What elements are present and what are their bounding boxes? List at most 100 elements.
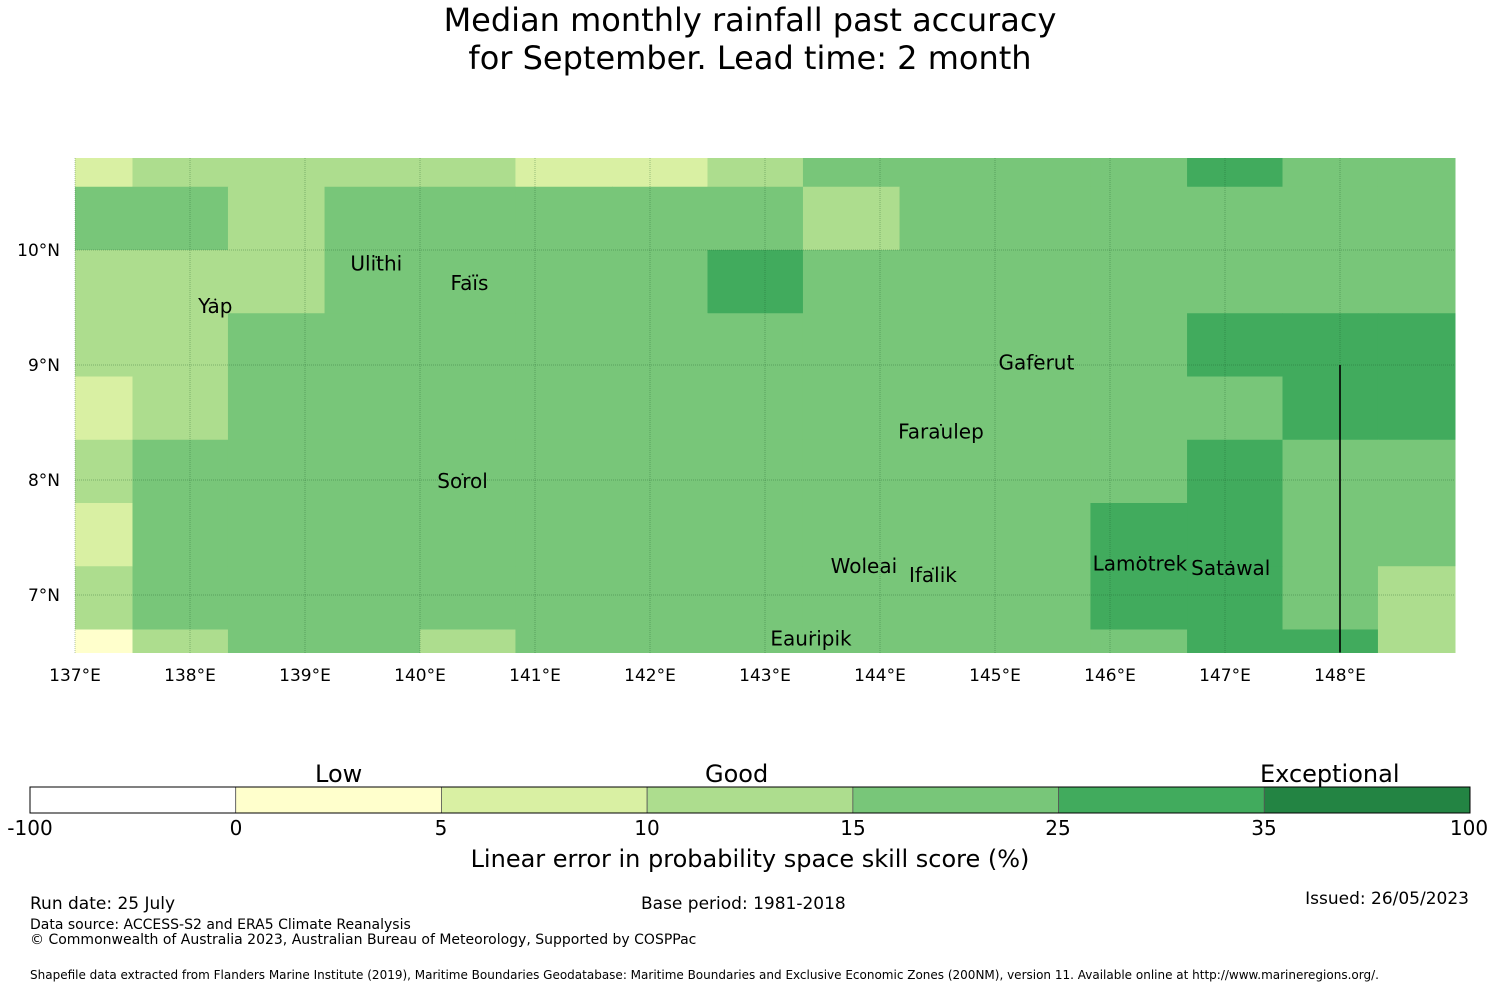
skill-cell (75, 158, 133, 188)
skill-cell (227, 566, 326, 630)
x-tick-label: 137°E (49, 666, 101, 686)
island-marker (1229, 560, 1232, 563)
skill-cell (227, 376, 326, 441)
skill-cell (132, 313, 229, 377)
skill-cell (1377, 376, 1456, 441)
island-marker (468, 275, 471, 278)
island-marker (461, 473, 464, 476)
skill-cell (1187, 186, 1283, 251)
skill-cell (515, 439, 613, 504)
skill-cell (1377, 250, 1456, 314)
skill-cell (132, 250, 229, 314)
skill-cell (227, 186, 326, 251)
skill-cell (420, 313, 516, 377)
skill-cell (1090, 503, 1188, 567)
skill-cell (899, 250, 996, 314)
colorbar-axis-label: Linear error in probability space skill … (470, 845, 1030, 873)
skill-cell (707, 158, 804, 188)
skill-cell (1187, 503, 1283, 567)
colorbar-swatch (29, 786, 237, 814)
skill-cell (1282, 376, 1379, 441)
skill-cell (420, 566, 516, 630)
island-label: Ulithi (350, 251, 402, 275)
skill-cell (324, 186, 421, 251)
x-tick-label: 144°E (854, 666, 906, 686)
skill-cell (707, 186, 804, 251)
colorbar-tick-label: 0 (229, 816, 243, 840)
skill-cell (1282, 313, 1379, 377)
skill-cell (802, 158, 901, 188)
skill-cell (612, 439, 708, 504)
x-tick-label: 140°E (394, 666, 446, 686)
skill-cell (324, 629, 421, 653)
skill-cell (132, 158, 229, 188)
skill-cell (899, 503, 996, 567)
island-marker (375, 255, 378, 258)
skill-cell (227, 158, 326, 188)
skill-cell (132, 439, 229, 504)
skill-cell (515, 313, 613, 377)
x-tick-label: 141°E (509, 666, 561, 686)
skill-cell (132, 503, 229, 567)
skill-cell (1282, 186, 1379, 251)
skill-cell (1187, 566, 1283, 630)
skill-cell (324, 313, 421, 377)
skill-cell (1187, 629, 1283, 653)
skill-cell (1282, 158, 1379, 188)
legend-class-good: Good (705, 760, 769, 788)
skill-cell (802, 313, 901, 377)
y-tick-label: 10°N (17, 241, 60, 261)
colorbar-tick-label: 35 (1251, 816, 1277, 840)
colorbar-tick-label: 10 (634, 816, 660, 840)
colorbar-tick-label: 25 (1045, 816, 1071, 840)
skill-cell (75, 439, 133, 504)
skill-cell (515, 250, 613, 314)
skill-cell (420, 250, 516, 314)
x-tick-label: 138°E (164, 666, 216, 686)
island-label: Ifalik (909, 563, 957, 587)
map-title-line-1: Median monthly rainfall past accuracy (443, 1, 1057, 39)
colorbar-swatch (441, 786, 648, 814)
skill-cell (1377, 186, 1456, 251)
skill-cell (227, 439, 326, 504)
island-label: Yap (197, 294, 232, 318)
skill-cell (612, 186, 708, 251)
legend-class-exceptional: Exceptional (1260, 760, 1400, 788)
island-label: Eauripik (770, 626, 852, 650)
colorbar-swatch (852, 786, 1059, 814)
skill-cell (802, 250, 901, 314)
skill-cell (1187, 158, 1283, 188)
island-label: Satawal (1191, 556, 1270, 580)
x-tick-label: 148°E (1314, 666, 1366, 686)
skill-cell (1187, 376, 1283, 441)
island-marker (931, 567, 934, 570)
skill-cell (227, 503, 326, 567)
skill-cell (324, 439, 421, 504)
skill-cell (324, 376, 421, 441)
skill-cell (899, 439, 996, 504)
skill-cell (324, 250, 421, 314)
skill-cell (707, 566, 804, 630)
skill-cell (802, 503, 901, 567)
skill-cell (899, 313, 996, 377)
skill-cell (707, 376, 804, 441)
skill-cell (1090, 186, 1188, 251)
skill-cell (1377, 313, 1456, 377)
skill-cell (995, 566, 1091, 630)
skill-cell (1187, 313, 1283, 377)
skill-cell (995, 439, 1091, 504)
skill-cell (420, 186, 516, 251)
skill-cell (612, 313, 708, 377)
x-tick-label: 147°E (1199, 666, 1251, 686)
legend-class-low: Low (315, 760, 363, 788)
skill-cell (612, 158, 708, 188)
skill-cell (420, 158, 516, 188)
skill-cell (75, 186, 133, 251)
axis-tick-labels: 137°E 138°E 139°E 140°E 141°E 142°E 143°E 144°E… (17, 241, 1366, 686)
skill-cell (515, 566, 613, 630)
skill-cell (899, 566, 996, 630)
skill-cell (802, 439, 901, 504)
skill-cell (1377, 158, 1456, 188)
skill-cell (707, 250, 804, 314)
island-marker (939, 423, 942, 426)
